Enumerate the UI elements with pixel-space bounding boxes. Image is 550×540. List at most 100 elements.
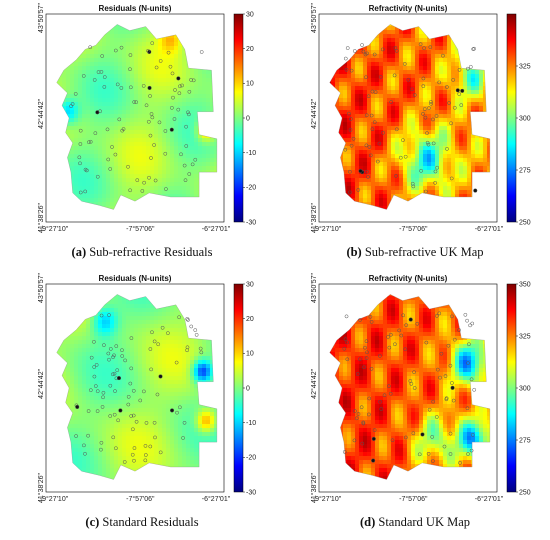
heat-cell [62,74,67,79]
heat-cell [122,90,127,95]
heat-cell [411,182,416,187]
heat-cell [475,154,480,159]
heat-cell [343,122,348,127]
station-marker [177,91,182,96]
heat-cell [98,46,103,51]
heat-cell [182,62,187,67]
heat-cell [463,102,468,107]
heat-cell [214,162,217,167]
heat-cell [455,178,460,183]
heat-cell [455,102,460,107]
station-marker [423,189,428,194]
heat-cell [459,166,464,171]
heat-cell [395,154,400,159]
heat-cell [415,130,420,135]
heat-cell [407,138,412,143]
heat-cell [98,182,103,187]
heat-cell [98,110,103,115]
heat-cell [351,58,356,63]
station-marker [377,141,382,146]
heat-cell [182,70,187,75]
heat-cell [463,118,468,123]
station-marker [184,144,189,148]
heat-cell [403,146,408,151]
heat-cell [130,46,135,51]
heat-cell [459,134,464,139]
heat-cell [198,162,203,167]
heat-cell [158,182,163,187]
heat-cell [138,78,143,83]
heat-cell [118,30,123,35]
heat-cell [182,66,187,71]
heat-cell [403,86,408,91]
heat-cell [415,142,420,147]
heat-cell [198,158,203,163]
heat-cell [66,122,71,127]
heat-cell [407,106,412,111]
heat-cell [78,62,83,67]
heat-cell [355,150,360,155]
heat-cell [150,106,155,111]
heat-cell [431,150,436,155]
heat-cell [146,142,151,147]
heat-cell [110,206,115,210]
heat-cell [387,34,392,39]
heat-cell [367,134,372,139]
heat-cell [194,174,199,179]
heat-cell [122,170,127,175]
heat-cell [138,34,143,39]
heat-cell [110,78,115,83]
heat-cell [146,30,151,35]
heat-cell [202,138,207,143]
heat-cell [162,142,167,147]
heat-cell [154,78,159,83]
heat-cell [435,62,440,67]
heat-cell [411,118,416,123]
heat-cell [110,138,115,143]
heat-cell [162,150,167,155]
heat-cell [479,138,484,143]
heat-cell [335,86,340,91]
heat-cell [110,162,115,167]
heat-cell [487,166,490,171]
heat-cell [106,178,111,183]
heat-cell [427,118,432,123]
heat-cell [118,158,123,163]
heat-cell [122,158,127,163]
heat-cell [158,138,163,143]
heat-cell [126,138,131,143]
heat-cell [162,158,167,163]
heat-cell [114,122,119,127]
heat-cell [467,158,472,163]
heat-cell [150,150,155,155]
heat-cell [479,142,484,147]
heat-cell [126,58,131,63]
heat-cell [154,190,159,195]
heat-cell [114,106,119,111]
heat-cell [174,74,179,79]
heat-cell [94,118,99,123]
heat-cell [343,90,348,95]
station-marker [193,157,198,162]
heat-cell [375,162,380,167]
heat-cell [90,46,95,51]
heat-cell [383,126,388,131]
heat-cell [475,90,480,95]
heat-cell [154,38,159,43]
heat-cell [427,58,432,63]
heat-cell [194,130,199,135]
heat-cell [459,98,464,103]
heat-cell [395,158,400,163]
heat-cell [347,106,352,111]
heat-cell [431,62,436,67]
heat-cell [347,62,352,67]
heat-cell [391,102,396,107]
heat-cell [126,62,131,67]
y-tick-label: 41°38'26" [310,202,318,232]
heat-cell [122,58,127,63]
heat-cell [459,74,464,79]
station-marker [83,167,88,172]
heat-cell [130,186,135,191]
heat-cell [118,174,123,179]
heat-cell [190,70,195,75]
